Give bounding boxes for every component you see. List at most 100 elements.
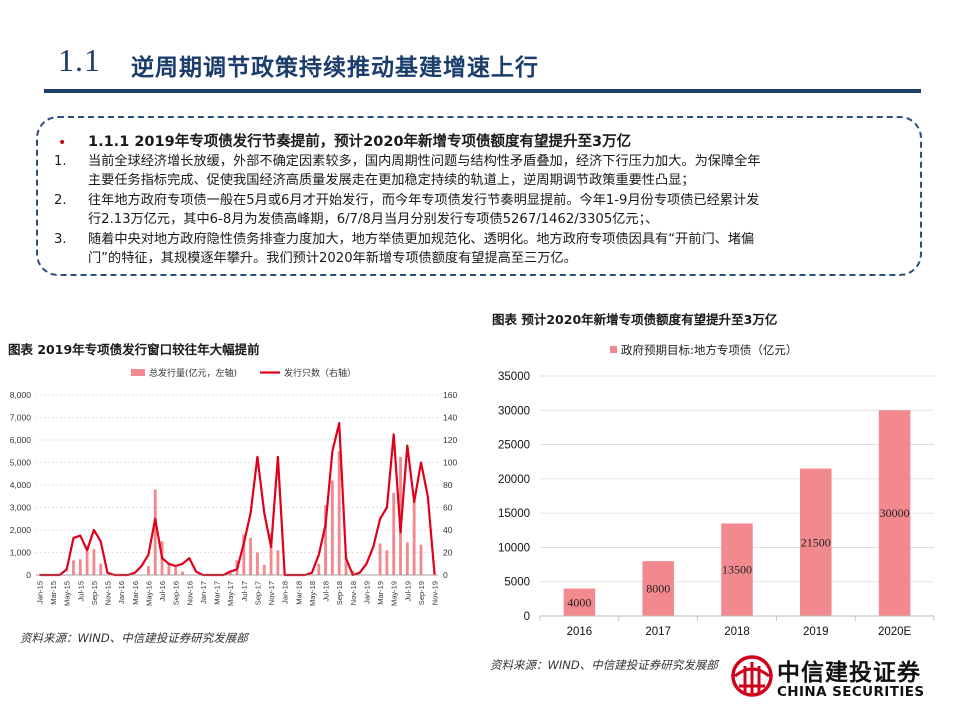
- target-bar: [563, 588, 596, 616]
- issuance-bar: [262, 564, 266, 575]
- y-right-tick-label: 60: [443, 503, 453, 513]
- x-tick-label: May-16: [144, 581, 153, 606]
- issuance-bar: [399, 456, 402, 575]
- y-left-tick-label: 2,000: [10, 525, 32, 535]
- item-marker: 1.: [54, 154, 67, 169]
- bar-data-label: 21500: [801, 535, 831, 549]
- y-left-tick-label: 6,000: [10, 435, 32, 445]
- x-tick-label: Jul-18: [322, 581, 331, 601]
- summary-callout: [36, 116, 922, 276]
- left-chart-source: 资料来源：WIND、中信建投证券研究发展部: [20, 631, 248, 645]
- left-chart-caption: 图表 2019年专项债发行窗口较往年大幅提前: [8, 342, 260, 357]
- callout-heading: 1.1.1 2019年专项债发行节奏提前，预计2020年新增专项债额度有望提升至…: [88, 134, 632, 150]
- item-marker: 3.: [54, 232, 67, 247]
- target-bar: [721, 523, 753, 616]
- x-tick-label: Nov-15: [104, 581, 113, 605]
- y-tick-label: 20000: [498, 474, 530, 486]
- issuance-bar: [385, 550, 389, 575]
- x-tick-label: Jan-16: [117, 581, 126, 604]
- x-tick-label: Mar-17: [213, 581, 222, 605]
- x-tick-label: Jul-17: [240, 581, 249, 601]
- x-tick-label: Sep-17: [253, 581, 262, 605]
- title-divider: [44, 89, 921, 93]
- issuance-bar: [92, 549, 96, 575]
- item-text-line: 行2.13万亿元，其中6-8月为发债高峰期，6/7/8月当月分别发行专项债526…: [88, 212, 659, 227]
- y-tick-label: 5000: [504, 577, 530, 589]
- issuance-bar: [256, 552, 259, 575]
- x-tick-label: Nov-17: [267, 581, 276, 605]
- y-right-tick-label: 0: [443, 570, 448, 580]
- heading-bullet: •: [58, 135, 67, 151]
- target-bar: [800, 468, 832, 616]
- y-tick-label: 30000: [498, 405, 530, 417]
- y-right-tick-label: 120: [443, 435, 457, 445]
- issuance-bar: [269, 533, 273, 575]
- y-left-tick-label: 0: [26, 570, 31, 580]
- issuance-bar: [242, 534, 246, 575]
- y-left-tick-label: 7,000: [10, 413, 32, 423]
- china-securities-logo-icon: [731, 655, 773, 697]
- x-tick-label: Mar-19: [376, 581, 385, 605]
- y-right-tick-label: 140: [443, 413, 457, 423]
- x-tick-label: Mar-15: [49, 581, 58, 605]
- item-text-line: 随着中央对地方政府隐性债务排查力度加大，地方举债更加规范化、透明化。地方政府专项…: [88, 232, 755, 247]
- x-tick-label: 2020E: [878, 626, 912, 638]
- right-chart-source: 资料来源：WIND、中信建投证券研究发展部: [490, 658, 718, 672]
- y-right-tick-label: 40: [443, 525, 453, 535]
- legend-swatch: [610, 346, 617, 353]
- issuance-bar: [249, 537, 253, 575]
- legend-swatch-bars: [131, 369, 145, 376]
- issuance-bar: [378, 543, 382, 575]
- bar-data-label: 4000: [567, 595, 591, 609]
- x-tick-label: Mar-16: [131, 581, 140, 605]
- x-tick-label: Jul-15: [76, 581, 85, 601]
- issuance-bar: [317, 563, 321, 575]
- x-tick-label: Nov-19: [431, 581, 440, 605]
- issuance-bar: [78, 559, 82, 575]
- y-tick-label: 35000: [498, 371, 530, 383]
- logo-name-cn: 中信建投证券: [777, 660, 921, 686]
- issuance-bar: [146, 566, 150, 575]
- legend-label-bars: 总发行量(亿元，左轴): [149, 367, 237, 379]
- y-tick-label: 15000: [498, 508, 530, 520]
- x-tick-label: 2019: [803, 626, 829, 638]
- issuance-bar: [337, 451, 341, 575]
- issuance-bar: [99, 563, 103, 575]
- x-tick-label: May-18: [308, 581, 317, 606]
- x-tick-label: Sep-18: [335, 581, 344, 605]
- x-tick-label: Jul-16: [158, 581, 167, 601]
- y-tick-label: 10000: [498, 542, 530, 554]
- item-text-line: 门”的特征，其规模逐年攀升。我们预计2020年新增专项债额度有望提高至三万亿。: [88, 251, 577, 266]
- y-left-tick-label: 8,000: [10, 390, 32, 400]
- bar-data-label: 13500: [722, 563, 752, 577]
- issuance-bar: [153, 489, 157, 575]
- legend-label: 政府预期目标:地方专项债（亿元）: [621, 343, 797, 357]
- x-tick-label: Nov-16: [185, 581, 194, 605]
- bar-data-label: 30000: [880, 506, 910, 520]
- issuance-bar: [419, 544, 423, 575]
- x-tick-label: Sep-15: [90, 581, 99, 605]
- issuance-bar: [167, 563, 171, 575]
- x-tick-label: 2016: [567, 626, 593, 638]
- x-tick-label: Jul-19: [403, 581, 412, 601]
- x-tick-label: Jan-17: [199, 581, 208, 604]
- issuance-bar: [174, 567, 178, 575]
- x-tick-label: May-15: [63, 581, 72, 606]
- right-chart: 0 5000 10000 15000 20000 25000 30000 35000 4000 2…: [498, 343, 935, 638]
- issuance-bar: [330, 480, 334, 575]
- x-tick-label: Nov-18: [349, 581, 358, 605]
- x-tick-label: Jan-18: [281, 581, 290, 604]
- x-tick-label: 2017: [645, 626, 671, 638]
- target-bar: [878, 410, 911, 616]
- item-text-line: 往年地方政府专项债一般在5月或6月才开始发行，而今年专项债发行节奏明显提前。今年…: [88, 193, 760, 208]
- x-tick-label: Sep-19: [417, 581, 426, 605]
- target-bar: [642, 561, 674, 616]
- issuance-bar: [85, 545, 89, 575]
- issuance-bar: [276, 550, 280, 575]
- item-text-line: 当前全球经济增长放缓，外部不确定因素较多，国内周期性问题与结构性矛盾叠加，经济下…: [88, 154, 761, 169]
- issuance-bar: [344, 557, 348, 575]
- section-number: 1.1: [58, 42, 101, 78]
- x-tick-label: Sep-16: [172, 581, 181, 605]
- issuance-bar: [412, 500, 416, 575]
- issuance-bar: [392, 492, 396, 575]
